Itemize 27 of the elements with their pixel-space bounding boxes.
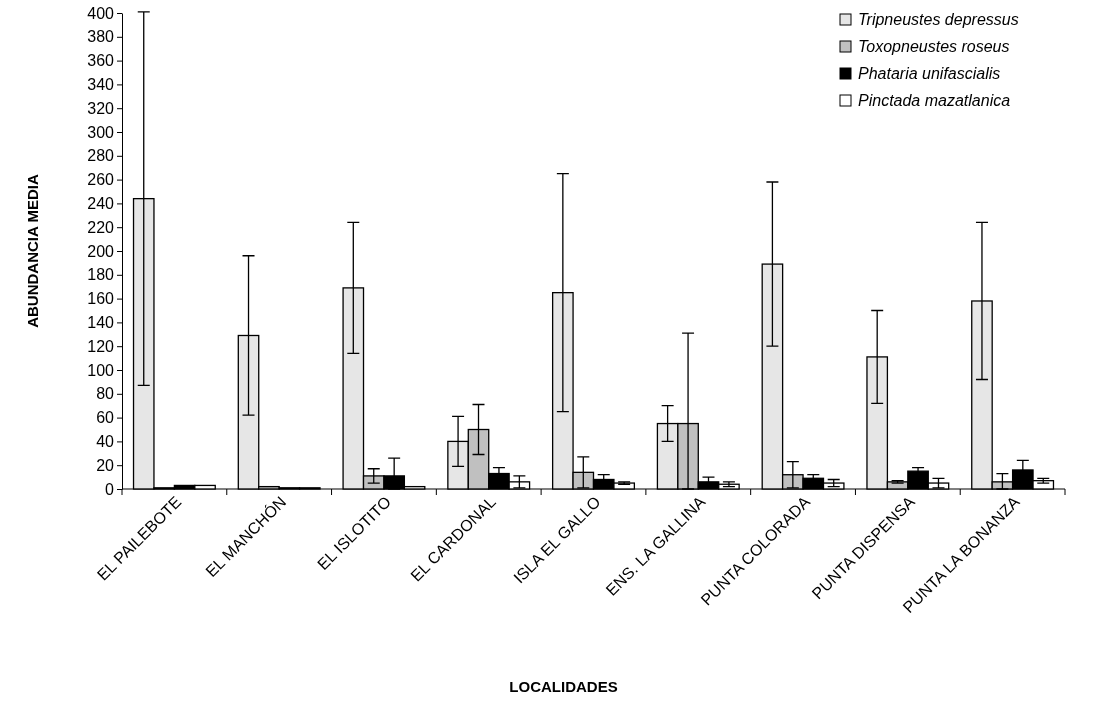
legend-label: Phataria unifascialis bbox=[858, 65, 1001, 82]
y-tick-label: 120 bbox=[87, 337, 115, 355]
y-tick-label: 400 bbox=[87, 4, 115, 22]
y-tick-label: 180 bbox=[87, 266, 115, 284]
y-tick-label: 240 bbox=[87, 195, 115, 213]
y-tick-label: 300 bbox=[87, 123, 115, 141]
legend-label: Tripneustes depressus bbox=[858, 11, 1019, 28]
x-axis-title: LOCALIDADES bbox=[509, 678, 618, 695]
legend-label: Toxopneustes roseus bbox=[858, 38, 1010, 55]
y-tick-label: 100 bbox=[87, 361, 115, 379]
y-tick-label: 80 bbox=[96, 385, 115, 403]
y-tick-label: 140 bbox=[87, 314, 115, 332]
y-tick-label: 200 bbox=[87, 242, 115, 260]
y-tick-label: 60 bbox=[96, 409, 115, 427]
y-tick-label: 360 bbox=[87, 52, 115, 70]
legend-label: Pinctada mazatlanica bbox=[858, 92, 1011, 109]
y-tick-label: 340 bbox=[87, 76, 115, 94]
y-axis-title: ABUNDANCIA MEDIA bbox=[24, 174, 41, 328]
y-tick-label: 40 bbox=[96, 433, 115, 451]
y-tick-label: 20 bbox=[96, 456, 115, 474]
y-tick-label: 260 bbox=[87, 171, 115, 189]
y-tick-label: 220 bbox=[87, 218, 115, 236]
y-tick-label: 280 bbox=[87, 147, 115, 165]
y-tick-label: 320 bbox=[87, 99, 115, 117]
y-tick-label: 380 bbox=[87, 28, 115, 46]
y-tick-label: 0 bbox=[105, 480, 115, 498]
y-tick-label: 160 bbox=[87, 290, 115, 308]
